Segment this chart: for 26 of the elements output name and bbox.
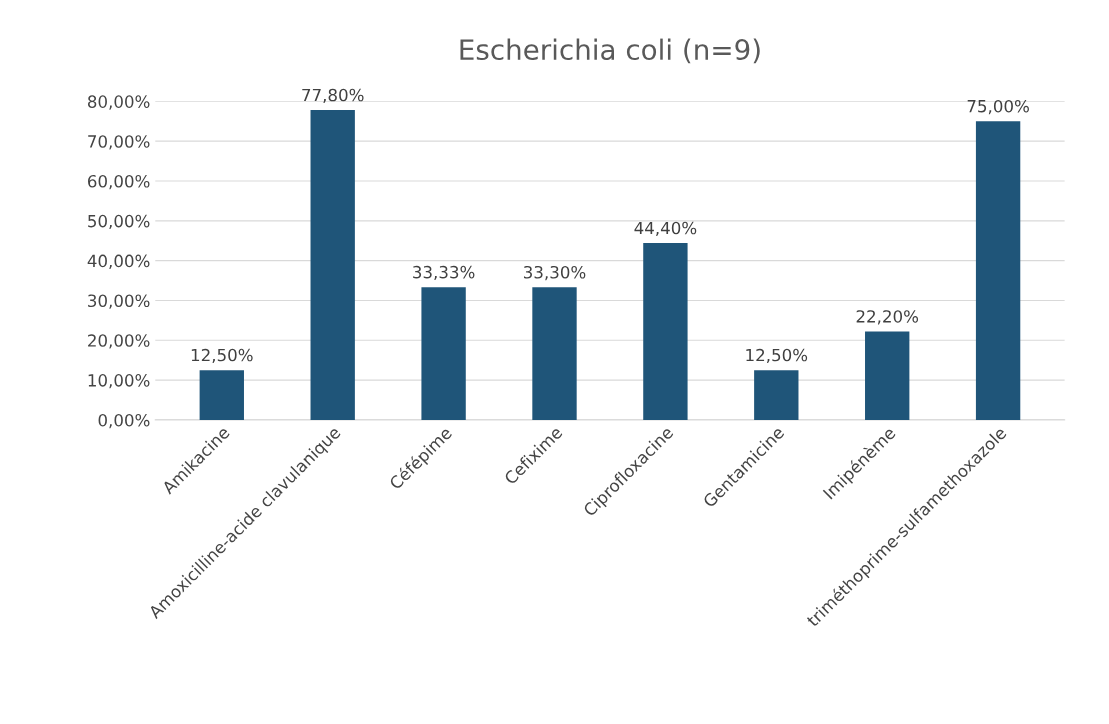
y-tick-label: 60,00% (88, 174, 150, 190)
y-tick-label: 10,00% (88, 374, 150, 389)
y-tick-label: 40,00% (87, 254, 150, 269)
data-label: 77,80% (302, 88, 364, 104)
bar (310, 110, 355, 420)
bar (199, 370, 244, 420)
y-tick-label: 30,00% (88, 294, 150, 309)
bar (975, 121, 1021, 420)
chart-title: Escherichia coli (n=9) (460, 38, 760, 64)
bar (421, 287, 466, 420)
bar (643, 243, 688, 420)
data-label: 12,50% (191, 348, 253, 364)
data-label: 44,40% (634, 221, 697, 237)
y-tick-label: 50,00% (88, 214, 150, 230)
bar (754, 370, 799, 420)
bar (865, 331, 910, 420)
data-label: 22,20% (856, 310, 919, 325)
data-label: 12,50% (746, 348, 808, 364)
bar (532, 287, 577, 420)
y-tick-label: 80,00% (87, 95, 150, 110)
data-label: 33,33% (413, 265, 475, 281)
data-label: 75,00% (967, 99, 1029, 115)
y-tick-label: 20,00% (88, 334, 150, 349)
y-tick-label: 70,00% (88, 135, 150, 150)
data-label: 33,30% (524, 265, 586, 281)
y-tick-label: 0,00% (98, 413, 150, 429)
